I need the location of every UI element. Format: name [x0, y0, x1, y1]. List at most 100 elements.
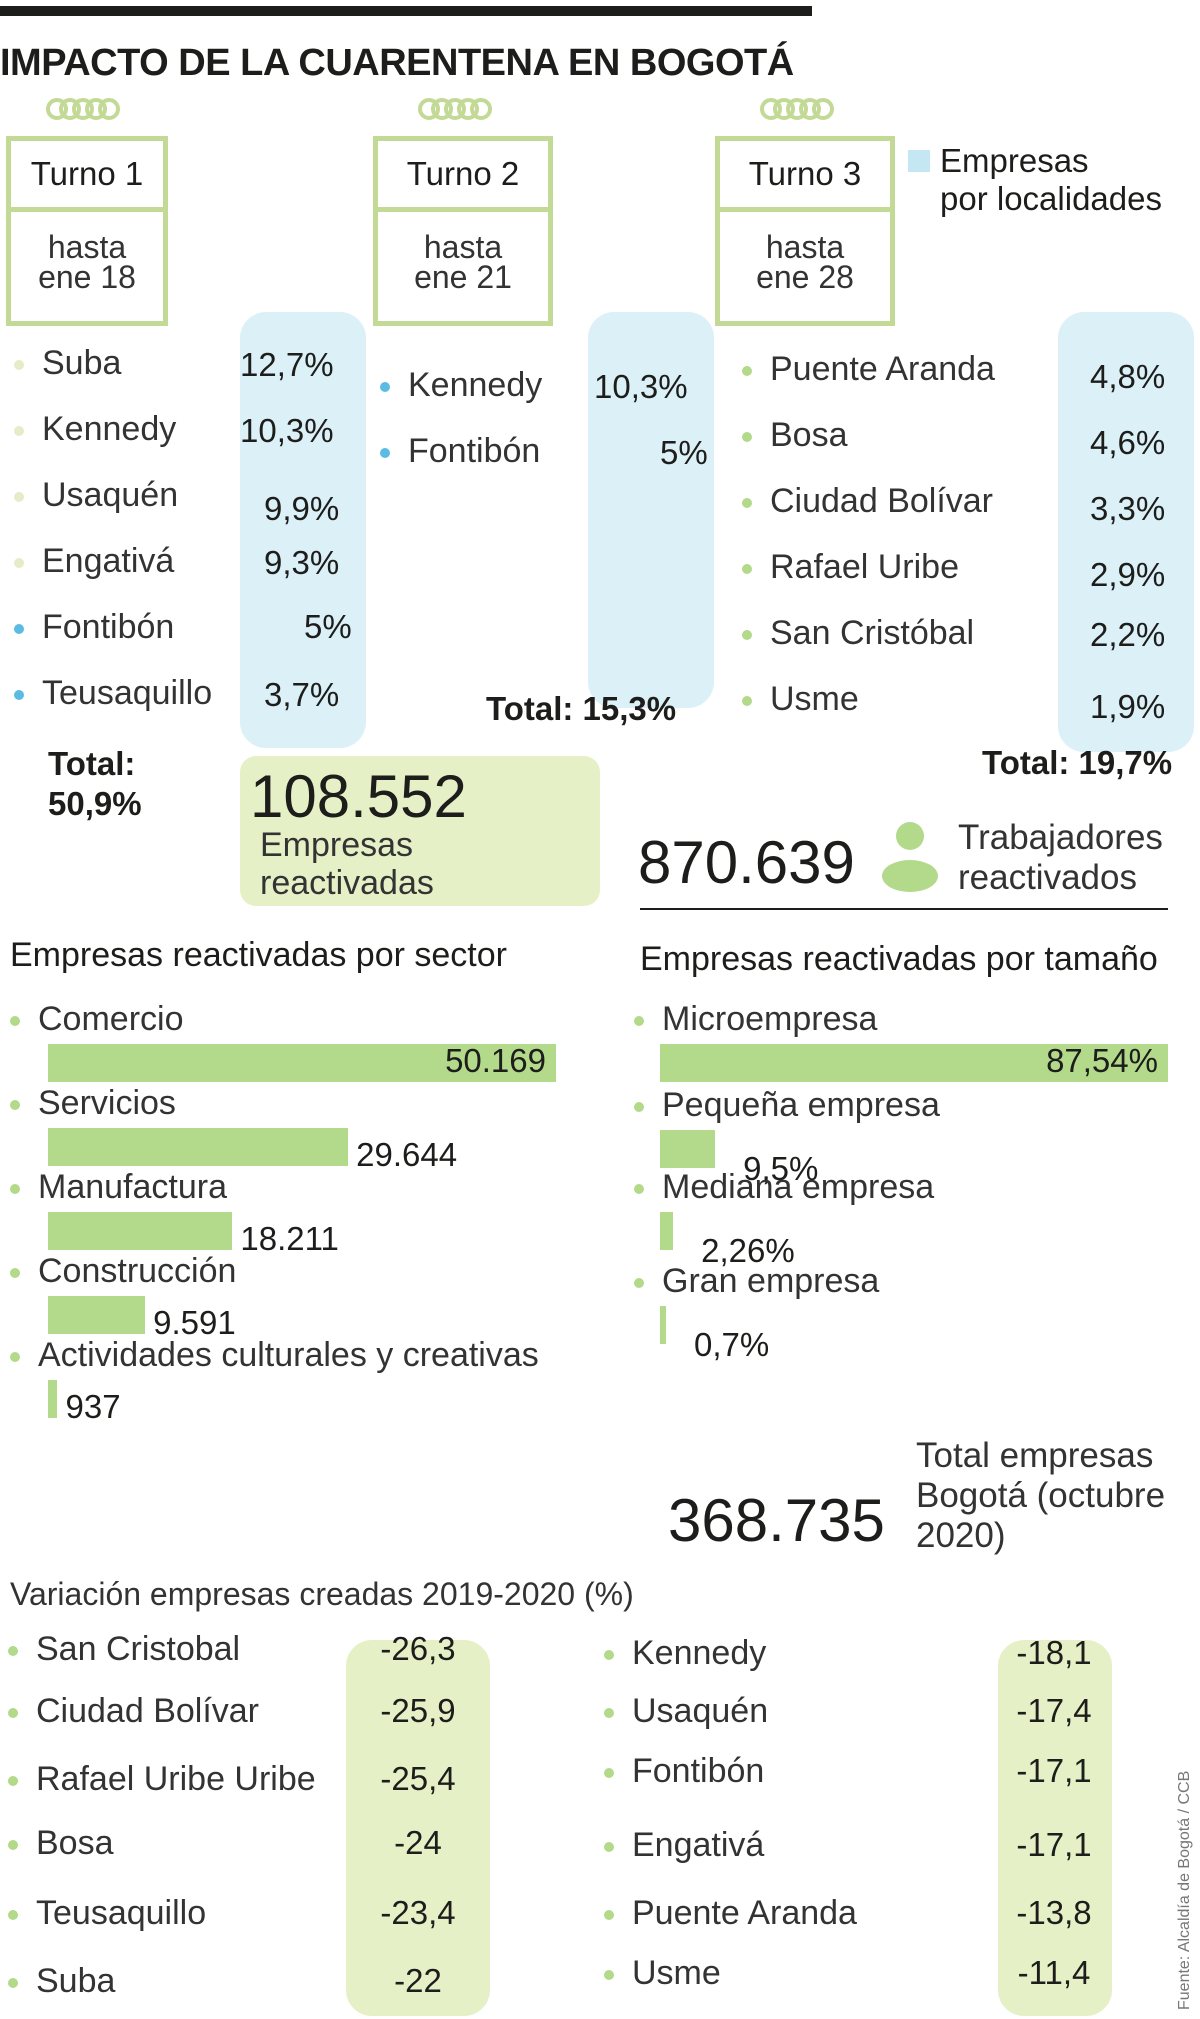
data-label: 9,5% — [743, 1150, 819, 1187]
variacion-right-list: Kennedy -18,1 Usaquén -17,4 Fontibón -17,1 Eng… — [600, 1630, 1160, 2019]
bar-mark — [48, 1380, 58, 1418]
total-empresas-value: 368.735 — [668, 1487, 885, 1554]
trabajadores-value: 870.639 — [638, 829, 855, 896]
variacion-left-list: San Cristobal -26,3 Ciudad Bolívar -25,9 Raf… — [0, 1630, 600, 2019]
list-item: San Cristobal — [8, 1630, 240, 1669]
pct-value: 4,6% — [1090, 424, 1166, 461]
category-text: Pequeña empresa — [662, 1086, 940, 1124]
list-item: Kennedy — [604, 1634, 766, 1673]
bullet-icon — [634, 1102, 644, 1113]
turno-3-pct-pill — [1058, 312, 1194, 752]
list-item: Fontibón — [604, 1752, 764, 1791]
list-item-label: Engativá — [632, 1826, 765, 1864]
sector-chart-title: Empresas reactivadas por sector — [10, 936, 507, 974]
list-item: Rafael Uribe Uribe — [8, 1760, 316, 1799]
list-item: Rafael Uribe — [742, 548, 959, 587]
bullet-icon — [10, 1016, 20, 1027]
bullet-icon — [742, 564, 752, 575]
variation-value: -17,4 — [1016, 1692, 1092, 1729]
bullet-icon — [380, 448, 390, 459]
category-label: Pequeña empresa — [634, 1086, 940, 1125]
variacion-title: Variación empresas creadas 2019-2020 (%) — [10, 1576, 634, 1612]
variacion-right-pill — [998, 1640, 1112, 2016]
list-item: Ciudad Bolívar — [742, 482, 993, 521]
category-text: Actividades culturales y creativas — [38, 1336, 539, 1374]
data-label: 937 — [65, 1388, 121, 1425]
list-item: Teusaquillo — [8, 1894, 206, 1933]
size-chart-title: Empresas reactivadas por tamaño — [640, 940, 1158, 978]
turno-2-label: Turno 2 — [378, 141, 548, 212]
pct-value: 2,9% — [1090, 556, 1166, 593]
list-item: Ciudad Bolívar — [8, 1692, 259, 1731]
list-item-label: Ciudad Bolívar — [36, 1692, 260, 1730]
bullet-icon — [742, 498, 752, 509]
bullet-icon — [14, 492, 24, 503]
pct-value: 10,3% — [594, 368, 688, 405]
bullet-icon — [8, 1840, 18, 1851]
pct-value: 3,3% — [1090, 490, 1166, 527]
list-item: Fontibón — [14, 608, 174, 647]
turno-1-sub2: ene 18 — [38, 259, 136, 295]
bullet-icon — [8, 1776, 18, 1787]
bullet-icon — [604, 1910, 614, 1921]
list-item: Usaquén — [604, 1692, 768, 1731]
turno-2-total: Total: 15,3% — [486, 690, 677, 727]
category-label: Manufactura — [10, 1168, 227, 1207]
category-text: Gran empresa — [662, 1262, 880, 1300]
variacion-left-pill — [346, 1640, 490, 2016]
list-item-label: Usme — [632, 1954, 721, 1992]
spring-icon — [418, 98, 492, 120]
pct-value: 3,7% — [264, 676, 340, 713]
list-item: Puente Aranda — [604, 1894, 857, 1933]
bullet-icon — [742, 696, 752, 707]
bullet-icon — [604, 1970, 614, 1981]
bar-mark — [48, 1044, 556, 1082]
list-item: Kennedy — [380, 366, 542, 405]
pct-value: 5% — [304, 608, 352, 645]
pct-value: 9,3% — [264, 544, 340, 581]
bullet-icon — [8, 1978, 18, 1989]
source-note: Fuente: Alcaldía de Bogotá / CCB — [1176, 1770, 1193, 2010]
data-label: 29.644 — [356, 1136, 458, 1173]
turno-3-total: Total: 19,7% — [982, 744, 1173, 781]
bullet-icon — [10, 1268, 20, 1279]
variation-value: -13,8 — [1016, 1894, 1092, 1931]
category-text: Mediana empresa — [662, 1168, 935, 1206]
variation-value: -26,3 — [380, 1630, 456, 1667]
legend-swatch — [908, 150, 930, 172]
bullet-icon — [604, 1842, 614, 1853]
total-empresas-label: Total empresas Bogotá (octubre 2020) — [916, 1436, 1166, 1555]
bullet-icon — [634, 1184, 644, 1195]
turno-2-card: Turno 2 hasta ene 21 — [373, 136, 553, 326]
variation-value: -22 — [394, 1962, 442, 1999]
spring-icon — [760, 98, 834, 120]
category-label: Actividades culturales y creativas — [10, 1336, 539, 1375]
bullet-icon — [14, 426, 24, 437]
bullet-icon — [14, 360, 24, 371]
pct-value: 9,9% — [264, 490, 340, 527]
bullet-icon — [380, 382, 390, 393]
variation-value: -17,1 — [1016, 1826, 1092, 1863]
bar-mark — [660, 1306, 666, 1344]
pct-value: 1,9% — [1090, 688, 1166, 725]
bullet-icon — [8, 1646, 18, 1657]
bullet-icon — [604, 1708, 614, 1719]
bullet-icon — [8, 1708, 18, 1719]
turno-3-sub2: ene 28 — [756, 259, 854, 295]
bullet-icon — [742, 432, 752, 443]
pct-value: 5% — [660, 434, 708, 471]
pct-value: 2,2% — [1090, 616, 1166, 653]
variation-value: -24 — [394, 1824, 442, 1861]
divider — [640, 908, 1168, 910]
variation-value: -25,4 — [380, 1760, 456, 1797]
bullet-icon — [634, 1278, 644, 1289]
bar-mark — [48, 1128, 349, 1166]
category-text: Manufactura — [38, 1168, 227, 1206]
turno-3-card: Turno 3 hasta ene 28 — [715, 136, 895, 326]
data-label: 2,26% — [701, 1232, 795, 1269]
variation-value: -25,9 — [380, 1692, 456, 1729]
size-bar-chart: Microempresa 87,54% Pequeña empresa 9,5% Med… — [630, 1000, 1200, 1440]
list-item: Engativá — [604, 1826, 764, 1865]
data-label: 87,54% — [1046, 1042, 1158, 1079]
turno-1-card: Turno 1 hasta ene 18 — [6, 136, 168, 326]
